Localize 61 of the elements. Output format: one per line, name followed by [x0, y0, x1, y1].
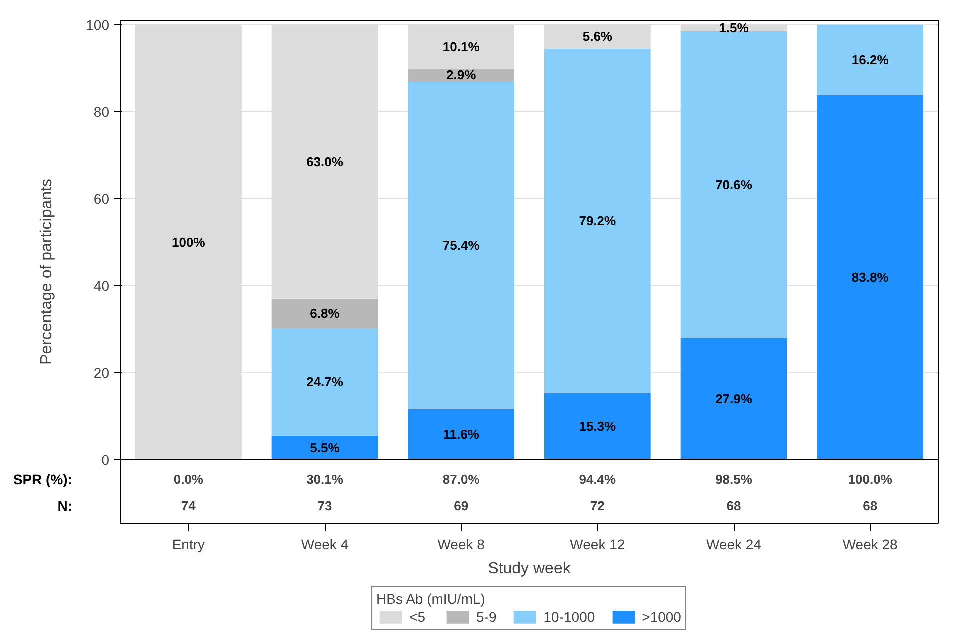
- text: 74: [181, 498, 197, 514]
- text: 69: [454, 498, 469, 514]
- data-label: 10.1%: [442, 39, 480, 54]
- data-label: 15.3%: [579, 419, 617, 434]
- data-label: 5.5%: [310, 440, 340, 456]
- x-tick-label: Week 28: [842, 536, 898, 552]
- x-axis-title: Study week: [488, 560, 572, 578]
- bar: [408, 81, 515, 410]
- x-tick-label: Week 4: [301, 536, 349, 552]
- y-tick-label: 60: [94, 190, 110, 207]
- text: 30.1%: [306, 472, 344, 488]
- x-tick-label: Week 24: [706, 536, 762, 552]
- data-label: 79.2%: [579, 214, 617, 229]
- y-tick-label: 100: [86, 16, 110, 33]
- text: 100.0%: [848, 472, 893, 488]
- data-label: 2.9%: [446, 68, 477, 83]
- bar: [817, 24, 924, 96]
- bar: [408, 409, 515, 460]
- bar: [544, 393, 651, 460]
- text: 72: [590, 498, 605, 514]
- text: 0.0%: [174, 472, 204, 488]
- bar: [680, 31, 788, 338]
- data-label: 27.9%: [716, 392, 753, 407]
- text: 73: [318, 498, 332, 514]
- legend-label: 10-1000: [544, 609, 596, 625]
- data-label: 83.8%: [852, 270, 890, 286]
- data-label: 6.8%: [310, 306, 340, 322]
- data-label: 75.4%: [442, 238, 480, 253]
- text: 68: [863, 498, 878, 514]
- bar: [544, 48, 651, 394]
- legend-title: HBs Ab (mIU/mL): [376, 591, 486, 607]
- text: SPR (%):: [13, 472, 73, 488]
- x-tick-label: Entry: [172, 536, 206, 552]
- text: 87.0%: [442, 472, 480, 488]
- legend-label: >1000: [642, 609, 682, 625]
- legend-label: <5: [410, 609, 426, 625]
- data-label: 16.2%: [852, 52, 890, 68]
- data-label: 63.0%: [306, 154, 344, 170]
- bar: [272, 298, 378, 328]
- y-tick-label: 20: [94, 364, 110, 381]
- data-label: 70.6%: [716, 177, 753, 192]
- y-tick-label: 0: [102, 452, 110, 468]
- data-label: 24.7%: [306, 374, 344, 390]
- data-label: 11.6%: [443, 427, 480, 442]
- x-tick-label: Week 8: [438, 536, 486, 552]
- data-label: 100%: [172, 234, 206, 250]
- x-tick-label: Week 12: [570, 536, 626, 552]
- legend-label: 5-9: [476, 609, 497, 625]
- y-tick-label: 80: [94, 104, 110, 120]
- data-label: 5.6%: [582, 29, 613, 44]
- data-label: 1.5%: [719, 20, 750, 36]
- bar: [272, 436, 378, 460]
- bar: [817, 95, 924, 460]
- text: 68: [726, 498, 742, 514]
- bar: [680, 338, 788, 460]
- y-tick-label: 40: [94, 278, 110, 294]
- bar: [272, 328, 378, 436]
- y-axis-title: Percentage of participants: [38, 179, 56, 365]
- text: 98.5%: [716, 472, 753, 488]
- text: N:: [58, 498, 73, 514]
- text: 94.4%: [579, 472, 617, 488]
